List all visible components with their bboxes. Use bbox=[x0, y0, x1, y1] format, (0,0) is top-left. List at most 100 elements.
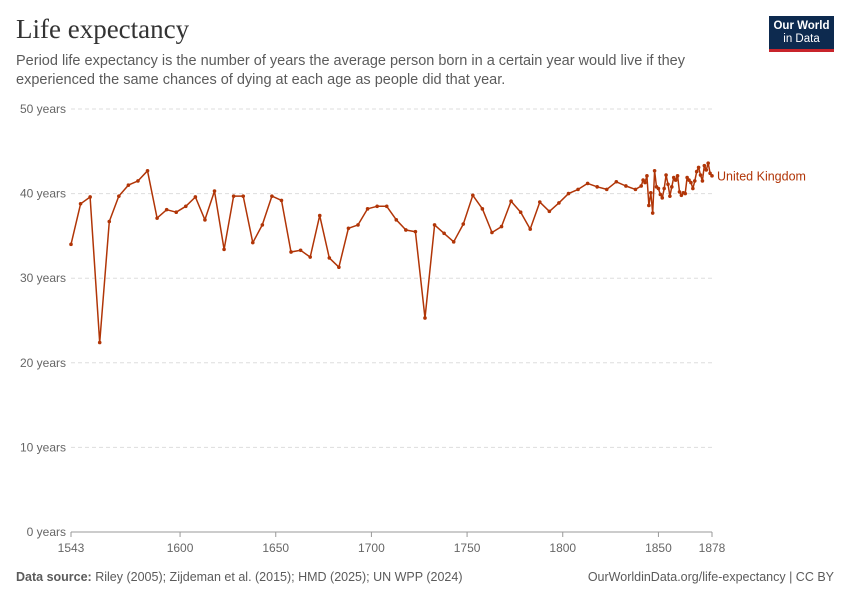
data-point bbox=[633, 187, 638, 192]
data-point bbox=[698, 173, 703, 177]
data-point bbox=[308, 255, 312, 259]
data-point bbox=[706, 161, 710, 165]
data-point bbox=[451, 240, 456, 244]
data-point bbox=[664, 173, 668, 177]
data-point bbox=[666, 182, 670, 187]
data-point bbox=[471, 193, 475, 198]
data-point bbox=[566, 191, 571, 196]
data-point bbox=[683, 191, 688, 196]
data-point bbox=[384, 204, 389, 209]
owid-logo[interactable]: Our World in Data bbox=[769, 16, 834, 52]
grid-layer bbox=[71, 108, 712, 448]
data-point bbox=[641, 178, 645, 182]
data-point bbox=[212, 189, 217, 193]
data-point bbox=[184, 204, 188, 209]
data-point bbox=[432, 223, 437, 227]
data-point bbox=[687, 178, 691, 182]
source-text[interactable]: Riley (2005); Zijdeman et al. (2015); HM… bbox=[95, 570, 463, 584]
y-tick-label: 20 years bbox=[20, 356, 66, 370]
data-point bbox=[685, 175, 689, 180]
data-point bbox=[647, 203, 651, 208]
data-point bbox=[648, 190, 653, 195]
data-point bbox=[673, 178, 678, 182]
data-point bbox=[375, 204, 379, 209]
x-tick-label: 1850 bbox=[645, 541, 672, 555]
data-point bbox=[97, 340, 102, 345]
data-point bbox=[652, 168, 657, 173]
y-tick-label: 40 years bbox=[20, 187, 66, 201]
data-point bbox=[145, 168, 150, 173]
footer-license[interactable]: OurWorldinData.org/life-expectancy | CC … bbox=[587, 570, 834, 584]
data-point bbox=[708, 171, 712, 176]
data-point bbox=[604, 187, 609, 192]
data-point bbox=[662, 186, 666, 191]
data-point bbox=[691, 186, 695, 191]
data-point bbox=[250, 240, 255, 245]
data-point bbox=[423, 316, 427, 320]
data-point bbox=[499, 224, 504, 229]
data-point bbox=[660, 196, 665, 200]
data-point bbox=[289, 250, 293, 254]
data-point bbox=[518, 210, 523, 215]
x-tick-label: 1878 bbox=[699, 541, 726, 555]
x-tick-label: 1700 bbox=[358, 541, 385, 555]
data-point bbox=[480, 207, 485, 211]
data-point bbox=[298, 248, 303, 253]
data-point bbox=[394, 218, 399, 222]
data-point bbox=[461, 222, 466, 226]
data-point bbox=[704, 168, 709, 172]
x-tick-label: 1650 bbox=[262, 541, 289, 555]
chart-subtitle: Period life expectancy is the number of … bbox=[16, 53, 685, 88]
data-point bbox=[702, 163, 707, 168]
data-point bbox=[614, 179, 619, 184]
data-point bbox=[365, 207, 370, 211]
data-point bbox=[671, 175, 676, 180]
y-tick-label: 10 years bbox=[20, 440, 66, 454]
data-point bbox=[413, 229, 418, 234]
data-point bbox=[692, 179, 697, 183]
data-point bbox=[442, 231, 446, 236]
data-point bbox=[193, 195, 198, 199]
data-point bbox=[624, 184, 628, 188]
data-point bbox=[490, 230, 494, 235]
data-point bbox=[174, 210, 179, 215]
x-tick-label: 1800 bbox=[549, 541, 576, 555]
data-point bbox=[356, 223, 360, 227]
logo-line-2: in Data bbox=[783, 33, 820, 45]
x-tick-label: 1750 bbox=[454, 541, 481, 555]
data-point bbox=[117, 194, 121, 198]
data-point bbox=[279, 198, 284, 203]
y-tick-label: 50 years bbox=[20, 102, 66, 116]
chart-title: Life expectancy bbox=[16, 14, 190, 44]
data-point bbox=[78, 201, 83, 206]
data-point bbox=[670, 185, 674, 189]
logo-line-1: Our World bbox=[773, 20, 830, 32]
axis-layer: 0 years 10 years 20 years 30 years 40 years 5… bbox=[20, 102, 726, 555]
data-point bbox=[88, 195, 92, 199]
data-point bbox=[270, 194, 274, 198]
data-point bbox=[585, 181, 590, 186]
data-point bbox=[260, 223, 265, 227]
data-point bbox=[107, 219, 112, 224]
data-point bbox=[346, 226, 351, 231]
data-point bbox=[136, 179, 140, 183]
data-point bbox=[645, 174, 649, 178]
data-point bbox=[327, 256, 332, 260]
data-point bbox=[404, 228, 408, 232]
data-point bbox=[547, 209, 552, 214]
data-point bbox=[557, 201, 561, 205]
data-point bbox=[509, 199, 513, 204]
data-point bbox=[677, 190, 682, 194]
footer-source: Data source: Riley (2005); Zijdeman et a… bbox=[16, 570, 463, 584]
data-point bbox=[639, 184, 644, 188]
data-point bbox=[656, 186, 661, 191]
data-point bbox=[231, 194, 236, 198]
x-tick-label: 1600 bbox=[167, 541, 194, 555]
x-tick-label: 1543 bbox=[58, 541, 85, 555]
data-point bbox=[643, 180, 647, 185]
data-point bbox=[203, 218, 207, 222]
data-point bbox=[222, 247, 226, 252]
data-point bbox=[576, 187, 580, 192]
data-point bbox=[537, 200, 542, 204]
data-point bbox=[650, 211, 655, 215]
